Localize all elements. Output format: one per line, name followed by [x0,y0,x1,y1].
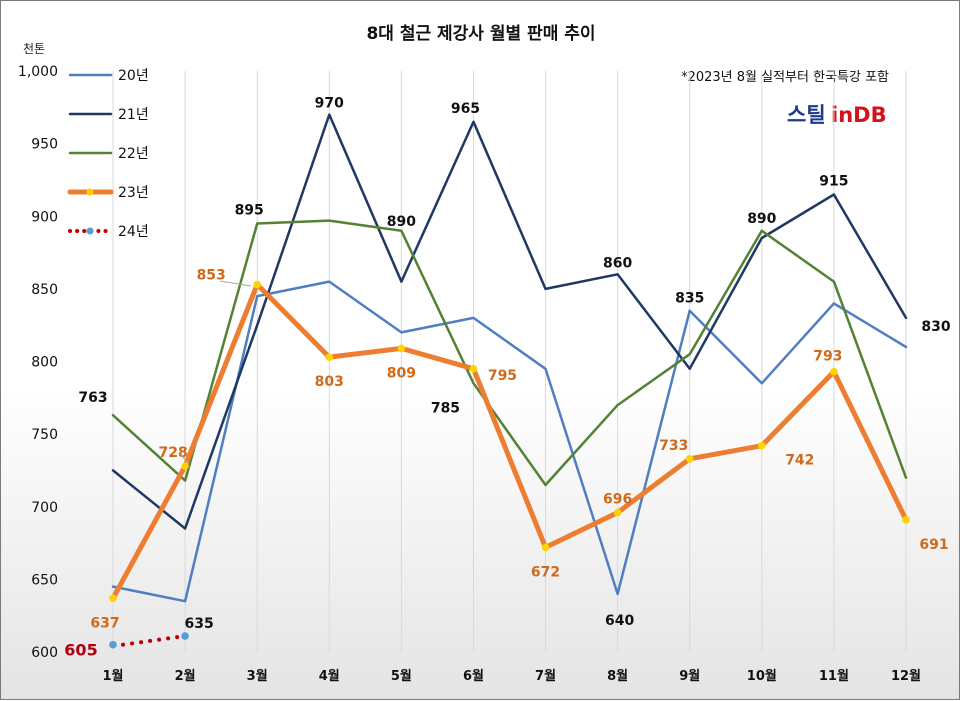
data-label: 890 [387,214,416,230]
legend-item: 24년 [68,224,149,240]
legend-item: 22년 [68,146,149,162]
data-label: 803 [315,374,344,390]
legend-item: 20년 [68,68,149,84]
y-tick-label: 600 [31,645,58,661]
x-tick-label: 3월 [247,668,268,684]
data-label: 696 [603,492,632,508]
data-label: 795 [488,368,517,384]
brand-logo: 스틸 inDB [787,103,887,127]
data-point [902,516,910,524]
series-0 [111,280,908,603]
legend-label: 20년 [118,68,149,84]
data-label: 860 [603,255,632,271]
data-label: 605 [64,641,97,660]
legend-marker [86,188,94,196]
y-tick-label: 1,000 [18,64,58,80]
data-label: 853 [197,268,226,284]
x-tick-label: 7월 [535,668,556,684]
x-tick-label: 12월 [891,668,921,684]
series-3 [109,280,910,603]
axis-layer: 1월 2월 3월 4월 5월 6월 7월 8월 9월 10월 11월 12월 600 650 700 750 8… [18,64,921,684]
data-label: 835 [675,291,704,307]
x-tick-label: 1월 [102,668,123,684]
legend-item: 21년 [68,107,149,123]
data-point [253,280,261,289]
leader-line [180,454,190,465]
data-label: 691 [919,537,948,553]
legend-item: 23년 [67,185,149,201]
x-tick-label: 10월 [747,668,777,684]
legend-label: 22년 [118,146,149,162]
legend: 20년 21년 22년 23년 24년 [67,68,149,240]
data-point [613,508,622,517]
data-label: 970 [315,96,344,112]
y-tick-label: 800 [31,355,58,371]
data-point [109,594,117,603]
y-tick-label: 750 [31,427,58,443]
legend-label: 21년 [118,107,149,123]
data-label: 890 [747,211,776,227]
data-label: 733 [659,438,688,454]
series-line [121,634,188,647]
data-point [469,364,478,373]
data-point [325,353,334,361]
series-2 [111,219,908,487]
data-point [109,640,117,649]
data-label: 742 [785,453,814,469]
y-tick-label: 650 [31,572,58,588]
x-tick-label: 6월 [463,668,484,684]
data-label: 830 [921,319,950,335]
data-label: 728 [158,445,187,461]
brand-logo-part1: 스틸 [787,103,826,127]
series-line [111,219,908,487]
data-label-layer: 763 635 895 970 890 965 785 860 640 835 890 915 830 6… [64,96,951,660]
series-4 [109,632,189,649]
data-point [685,455,694,463]
chart-note: *2023년 8월 실적부터 한국특강 포함 [681,70,889,85]
data-label: 640 [605,613,634,629]
data-label: 793 [813,349,842,365]
data-point [541,543,550,552]
y-axis-unit: 천톤 [23,41,45,56]
x-tick-label: 9월 [679,668,700,684]
x-tick-label: 4월 [319,668,340,684]
data-point [758,441,766,450]
data-point [181,462,189,470]
data-label: 672 [531,564,560,580]
series-line [111,113,908,530]
brand-logo-part2: inDB [831,103,887,127]
data-label: 635 [184,616,213,632]
legend-marker [86,227,94,235]
data-label: 965 [451,101,480,117]
series-line [110,282,909,601]
x-tick-label: 8월 [607,668,628,684]
data-point [181,632,189,640]
grid-layer [112,71,907,652]
y-tick-label: 850 [31,282,58,298]
data-point [397,344,406,353]
y-tick-label: 700 [31,500,58,516]
data-label: 637 [90,615,119,631]
x-tick-label: 5월 [391,668,412,684]
data-label: 915 [819,173,848,189]
y-tick-label: 900 [31,209,58,225]
legend-label: 23년 [118,185,149,201]
data-point [830,367,838,376]
data-label: 809 [387,365,416,381]
data-label: 763 [78,390,107,406]
series-layer [109,113,910,649]
chart-title: 8대 철근 제강사 월별 판매 추이 [366,24,595,44]
series-1 [111,113,908,530]
x-tick-label: 2월 [175,668,196,684]
legend-label: 24년 [118,224,149,240]
y-tick-label: 950 [31,137,58,153]
data-label: 895 [235,203,264,219]
x-tick-label: 11월 [819,668,849,684]
data-label: 785 [431,400,460,416]
leader-line [219,280,252,287]
series-line [111,280,908,603]
